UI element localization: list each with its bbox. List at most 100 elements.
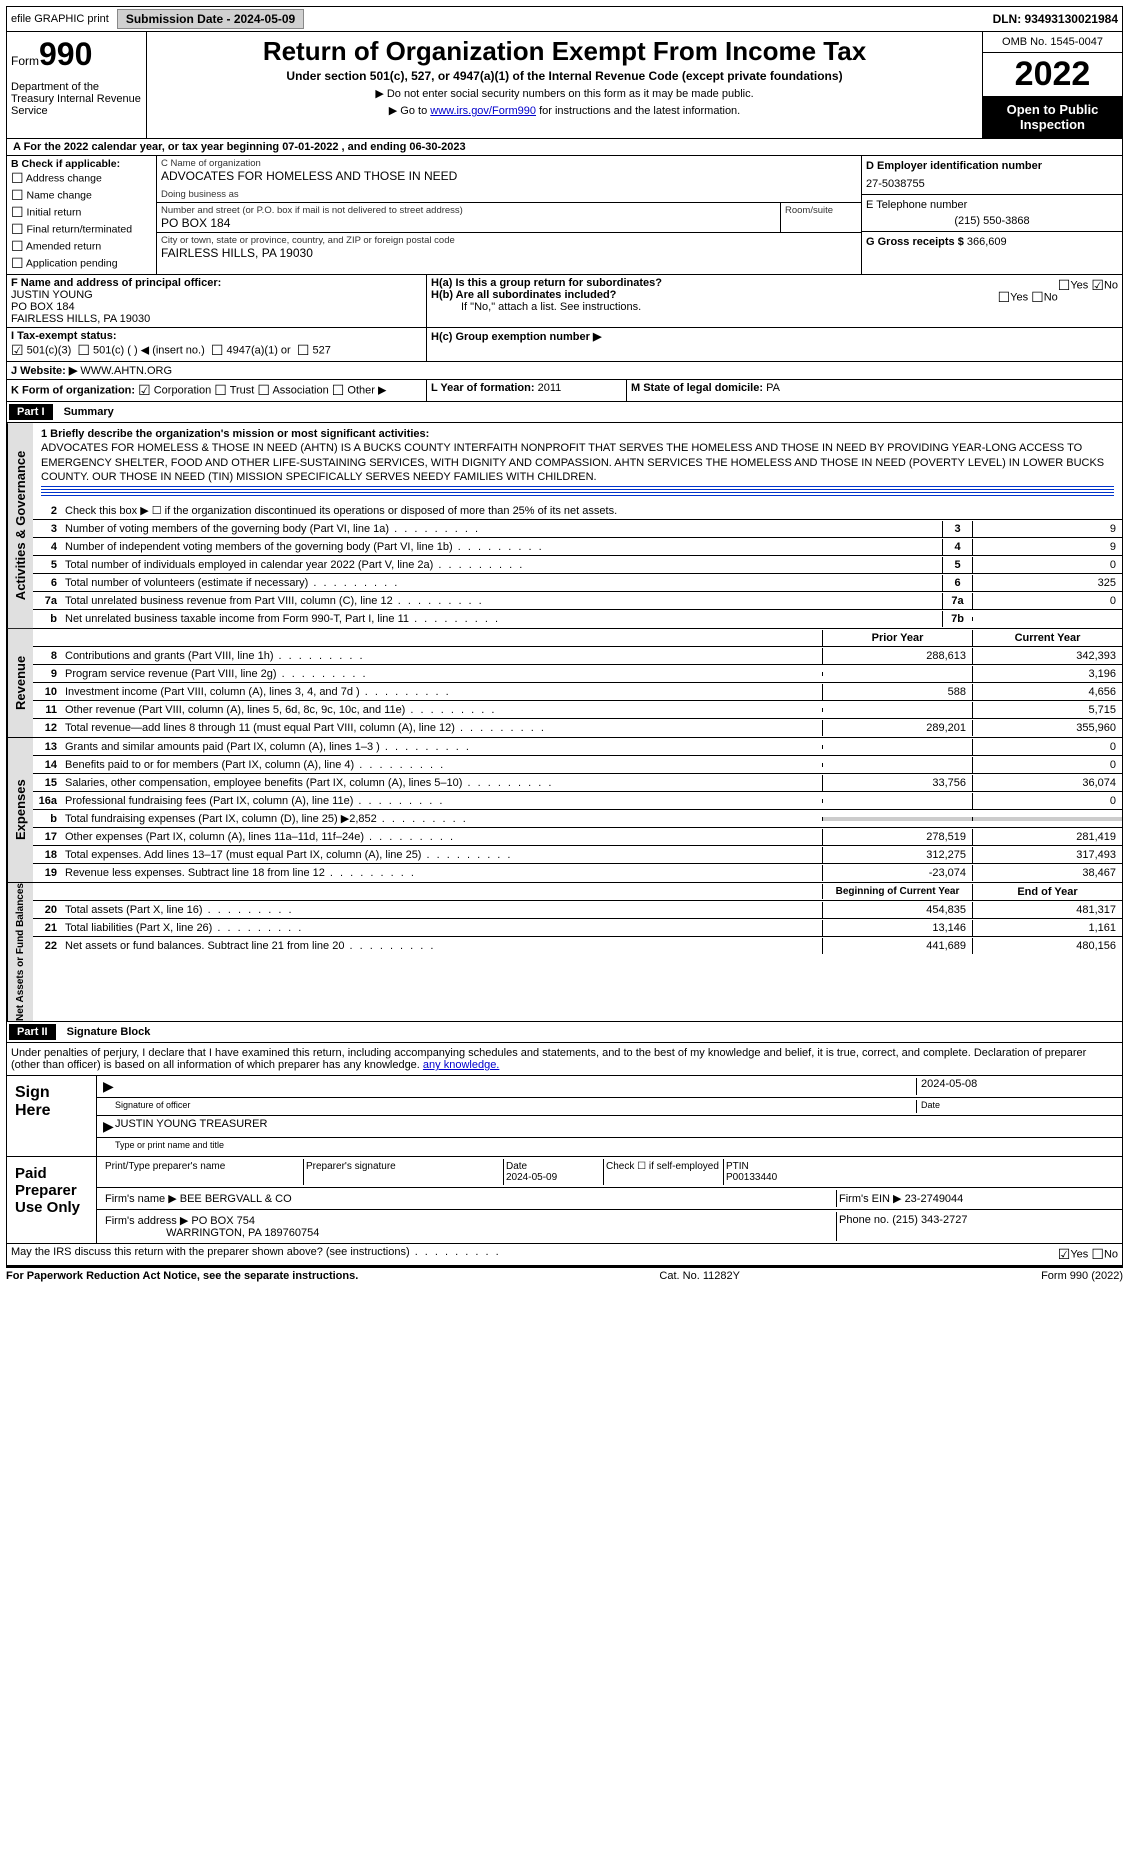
- part2-title: Signature Block: [59, 1026, 151, 1038]
- end-year-head: End of Year: [972, 884, 1122, 900]
- 501c3-checkbox[interactable]: ☑: [11, 342, 24, 358]
- note-ssn: ▶ Do not enter social security numbers o…: [151, 87, 978, 100]
- l-label: L Year of formation:: [431, 382, 535, 394]
- line-b: bTotal fundraising expenses (Part IX, co…: [33, 810, 1122, 828]
- trust-checkbox[interactable]: ☐: [214, 382, 227, 398]
- hb-yes-checkbox[interactable]: ☐: [998, 289, 1011, 305]
- officer-name: JUSTIN YOUNG TREASURER: [115, 1118, 267, 1135]
- other-checkbox[interactable]: ☐: [332, 382, 345, 398]
- mission-text: ADVOCATES FOR HOMELESS & THOSE IN NEED (…: [41, 441, 1114, 484]
- phone-label: E Telephone number: [866, 199, 1118, 211]
- line-19: 19Revenue less expenses. Subtract line 1…: [33, 864, 1122, 882]
- line-17: 17Other expenses (Part IX, column (A), l…: [33, 828, 1122, 846]
- self-employed: Check ☐ if self-employed: [603, 1159, 723, 1185]
- arrow-icon: ▶: [103, 1078, 115, 1095]
- prep-name-head: Print/Type preparer's name: [103, 1159, 303, 1185]
- line-13: 13Grants and similar amounts paid (Part …: [33, 738, 1122, 756]
- prep-sig-head: Preparer's signature: [303, 1159, 503, 1185]
- check-application-pending[interactable]: ☐ Application pending: [11, 255, 152, 272]
- org-name: ADVOCATES FOR HOMELESS AND THOSE IN NEED: [161, 169, 857, 183]
- website: WWW.AHTN.ORG: [80, 365, 172, 377]
- entity-block: B Check if applicable: ☐ Address change☐…: [6, 156, 1123, 275]
- line-8: 8Contributions and grants (Part VIII, li…: [33, 647, 1122, 665]
- ha-no-checkbox[interactable]: ☑: [1091, 277, 1104, 293]
- irs-link[interactable]: www.irs.gov/Form990: [430, 105, 536, 117]
- officer-h-block: F Name and address of principal officer:…: [6, 275, 1123, 328]
- discuss-yes-checkbox[interactable]: ☑: [1058, 1246, 1071, 1262]
- begin-year-head: Beginning of Current Year: [822, 884, 972, 899]
- website-row: J Website: ▶ WWW.AHTN.ORG: [6, 362, 1123, 380]
- 4947-checkbox[interactable]: ☐: [211, 342, 224, 358]
- check-amended-return[interactable]: ☐ Amended return: [11, 238, 152, 255]
- ha-yes-checkbox[interactable]: ☐: [1058, 277, 1071, 293]
- note-goto-post: for instructions and the latest informat…: [536, 105, 740, 117]
- firm-ein: 23-2749044: [905, 1193, 964, 1205]
- line-9: 9Program service revenue (Part VIII, lin…: [33, 665, 1122, 683]
- form-label: Form: [11, 54, 39, 68]
- submission-date-button[interactable]: Submission Date - 2024-05-09: [117, 9, 304, 29]
- firm-name-label: Firm's name ▶: [105, 1193, 177, 1205]
- check-address-change[interactable]: ☐ Address change: [11, 170, 152, 187]
- rev-vert-label: Revenue: [7, 629, 33, 737]
- line-4: 4Number of independent voting members of…: [33, 538, 1122, 556]
- m-label: M State of legal domicile:: [631, 382, 763, 394]
- check-name-change[interactable]: ☐ Name change: [11, 187, 152, 204]
- 501c-checkbox[interactable]: ☐: [77, 342, 90, 358]
- corp-checkbox[interactable]: ☑: [138, 382, 151, 398]
- gross-label: G Gross receipts $: [866, 236, 964, 248]
- hb-no-checkbox[interactable]: ☐: [1031, 289, 1044, 305]
- firm-name: BEE BERGVALL & CO: [180, 1193, 292, 1205]
- line-7a: 7aTotal unrelated business revenue from …: [33, 592, 1122, 610]
- status-label: I Tax-exempt status:: [11, 330, 117, 342]
- part2-num: Part II: [9, 1024, 56, 1040]
- dept-label: Department of the Treasury Internal Reve…: [11, 81, 142, 117]
- sig-label: Signature of officer: [115, 1100, 916, 1113]
- opt-501c3: 501(c)(3): [27, 344, 72, 356]
- expenses-section: Expenses 13Grants and similar amounts pa…: [6, 738, 1123, 883]
- section-b-title: B Check if applicable:: [11, 158, 152, 170]
- line-7b: bNet unrelated business taxable income f…: [33, 610, 1122, 628]
- form-title: Return of Organization Exempt From Incom…: [151, 36, 978, 67]
- part1-title: Summary: [56, 406, 114, 418]
- opt-501c: 501(c) ( ) ◀ (insert no.): [93, 344, 205, 356]
- ptin-label: PTIN: [726, 1161, 749, 1172]
- firm-addr: PO BOX 754: [191, 1215, 255, 1227]
- firm-phone: (215) 343-2727: [892, 1214, 967, 1226]
- sign-here-label: Sign Here: [7, 1076, 97, 1156]
- ein: 27-5038755: [866, 172, 1118, 190]
- website-label: J Website: ▶: [11, 365, 77, 377]
- line-10: 10Investment income (Part VIII, column (…: [33, 683, 1122, 701]
- street: PO BOX 184: [161, 216, 776, 230]
- discuss-no-checkbox[interactable]: ☐: [1091, 1246, 1104, 1262]
- firm-city: WARRINGTON, PA 189760754: [166, 1227, 319, 1239]
- officer-label: F Name and address of principal officer:: [11, 277, 422, 289]
- opt-trust: Trust: [230, 384, 255, 396]
- net-vert-label: Net Assets or Fund Balances: [7, 883, 33, 1021]
- form-header: Form990 Department of the Treasury Inter…: [6, 32, 1123, 139]
- date-label: Date: [916, 1100, 1116, 1113]
- section-b: B Check if applicable: ☐ Address change☐…: [7, 156, 157, 274]
- period-row: A For the 2022 calendar year, or tax yea…: [6, 139, 1123, 156]
- gov-vert-label: Activities & Governance: [7, 423, 33, 628]
- prior-year-head: Prior Year: [822, 630, 972, 646]
- tax-year: 2022: [983, 53, 1122, 96]
- opt-assoc: Association: [272, 384, 328, 396]
- opt-corp: Corporation: [154, 384, 211, 396]
- phone: (215) 550-3868: [866, 211, 1118, 227]
- 527-checkbox[interactable]: ☐: [297, 342, 310, 358]
- form-number: 990: [39, 36, 92, 72]
- assoc-checkbox[interactable]: ☐: [257, 382, 270, 398]
- line-15: 15Salaries, other compensation, employee…: [33, 774, 1122, 792]
- omb-number: OMB No. 1545-0047: [983, 32, 1122, 53]
- prep-date-head: Date: [506, 1161, 527, 1172]
- check-initial-return[interactable]: ☐ Initial return: [11, 204, 152, 221]
- any-knowledge-link[interactable]: any knowledge.: [423, 1059, 499, 1071]
- line-20: 20Total assets (Part X, line 16)454,8354…: [33, 901, 1122, 919]
- line-3: 3Number of voting members of the governi…: [33, 520, 1122, 538]
- footer-cat: Cat. No. 11282Y: [659, 1270, 740, 1282]
- street-label: Number and street (or P.O. box if mail i…: [161, 205, 776, 216]
- line-18: 18Total expenses. Add lines 13–17 (must …: [33, 846, 1122, 864]
- discuss-row: May the IRS discuss this return with the…: [6, 1244, 1123, 1266]
- check-final-return-terminated[interactable]: ☐ Final return/terminated: [11, 221, 152, 238]
- revenue-section: Revenue Prior Year Current Year 8Contrib…: [6, 629, 1123, 738]
